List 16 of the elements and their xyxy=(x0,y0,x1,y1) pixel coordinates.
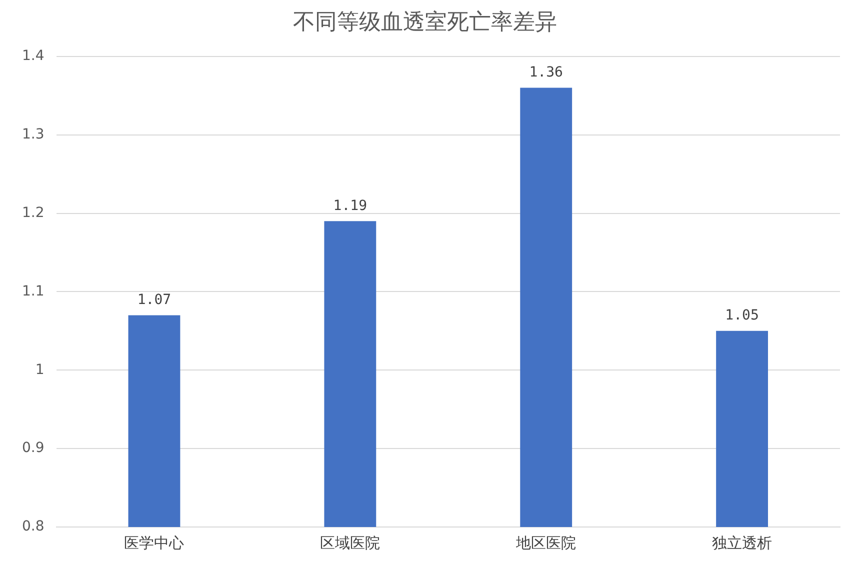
y-tick-label: 1.1 xyxy=(22,283,44,300)
y-tick-label: 1.4 xyxy=(22,48,44,64)
y-tick-label: 0.8 xyxy=(22,518,44,535)
x-tick-label: 独立透析 xyxy=(712,534,772,552)
x-tick-label: 地区医院 xyxy=(515,534,576,552)
y-tick-label: 1 xyxy=(35,362,44,378)
x-tick-label: 医学中心 xyxy=(124,534,184,552)
y-tick-label: 1.2 xyxy=(22,204,44,221)
x-tick-label: 区域医院 xyxy=(320,534,380,552)
y-tick-label: 1.3 xyxy=(22,126,44,142)
data-label: 1.19 xyxy=(333,198,368,214)
data-label: 1.36 xyxy=(529,64,563,80)
chart-title: 不同等级血透室死亡率差异 xyxy=(293,10,557,35)
data-label: 1.07 xyxy=(137,292,172,308)
y-tick-label: 0.9 xyxy=(22,440,44,456)
data-label: 1.05 xyxy=(725,308,759,324)
